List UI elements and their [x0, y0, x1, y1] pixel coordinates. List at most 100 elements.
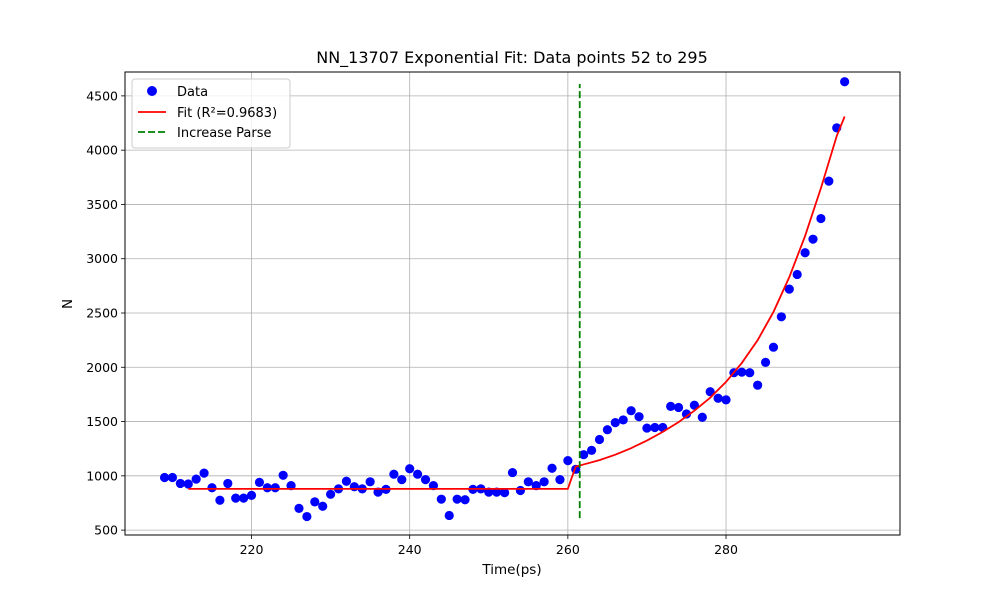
x-tick-label: 220 [240, 542, 264, 557]
data-point [824, 176, 834, 186]
data-point [681, 409, 692, 419]
plot-frame [124, 71, 901, 536]
data-point [231, 493, 241, 503]
data-point [760, 357, 771, 367]
chart-title: NN_13707 Exponential Fit: Data points 52… [316, 48, 708, 68]
data-point [183, 479, 193, 489]
data-point [159, 472, 170, 483]
legend-label-fit: Fit (R²=0.9683) [177, 106, 277, 121]
data-point [420, 475, 431, 485]
data-point [318, 501, 328, 511]
data-point [666, 401, 676, 411]
data-point [768, 342, 779, 352]
data-point [373, 487, 383, 497]
data-point [246, 490, 257, 500]
data-point [721, 395, 731, 405]
data-point [452, 494, 462, 504]
x-axis-label: Time(ps) [481, 562, 541, 578]
plot-area [159, 77, 850, 522]
data-point [294, 503, 304, 514]
data-point [492, 487, 502, 497]
fit-line [188, 116, 846, 490]
data-point [310, 497, 320, 507]
legend: Data Fit (R²=0.9683) Increase Parse [131, 78, 291, 149]
data-point [563, 456, 573, 466]
data-point [792, 269, 802, 280]
data-point [302, 511, 312, 522]
x-tick-label: 280 [714, 542, 738, 557]
y-tick-label: 3000 [86, 251, 118, 266]
data-point [507, 467, 518, 478]
data-point [531, 481, 541, 491]
data-point [586, 445, 597, 455]
data-point [784, 284, 794, 294]
x-tick-label: 240 [398, 542, 422, 557]
data-point [539, 477, 549, 487]
y-tick-label: 4500 [86, 88, 118, 103]
data-point [365, 477, 375, 487]
data-point [270, 483, 280, 493]
data-point [286, 481, 296, 491]
data-point [642, 423, 652, 433]
y-tick-label: 500 [94, 523, 118, 538]
y-tick-label: 2500 [86, 305, 118, 320]
grid [125, 72, 900, 535]
data-point [444, 510, 454, 521]
y-tick-label: 1000 [86, 468, 118, 483]
x-tick-label: 260 [556, 542, 580, 557]
data-point [705, 387, 715, 397]
data-point [397, 475, 407, 485]
data-point [167, 472, 178, 483]
data-point [626, 406, 636, 416]
data-point [555, 475, 565, 485]
data-point [602, 425, 612, 435]
legend-label-data: Data [177, 85, 208, 100]
y-tick-label: 2000 [86, 360, 118, 375]
data-point [191, 474, 201, 484]
legend-marker-data [147, 86, 157, 96]
data-point [460, 495, 470, 505]
data-point [484, 487, 494, 497]
data-point [223, 478, 233, 489]
data-point [800, 248, 810, 258]
data-point [215, 495, 225, 505]
data-point [326, 489, 336, 499]
data-point [547, 463, 557, 473]
data-point [349, 482, 359, 492]
data-point [278, 470, 288, 480]
y-axis-label: N [60, 299, 76, 309]
data-point [840, 77, 850, 87]
data-point [499, 488, 510, 498]
data-point [776, 312, 786, 322]
y-tick-label: 1500 [86, 414, 118, 429]
data-point [808, 234, 818, 244]
data-point [745, 368, 755, 378]
data-point [207, 483, 217, 493]
data-point [254, 477, 265, 487]
data-point [436, 494, 446, 504]
data-point [515, 485, 526, 496]
data-point [689, 400, 699, 410]
data-point [737, 367, 747, 377]
data-point [816, 213, 826, 224]
data-point [239, 493, 249, 503]
y-tick-label: 4000 [86, 143, 118, 158]
data-point [262, 483, 272, 493]
data-point [341, 476, 352, 486]
data-point [673, 402, 684, 413]
axes-ticks: 220 240 260 280 500 1000 1500 2000 2500 3000 3500 4… [86, 88, 738, 557]
data-point [594, 434, 605, 445]
data-point [697, 412, 707, 422]
data-point [428, 481, 439, 491]
data-point [199, 468, 209, 478]
data-point [753, 380, 763, 390]
legend-frame [131, 78, 291, 149]
y-tick-label: 3500 [86, 197, 118, 212]
data-point [413, 469, 423, 479]
data-point [650, 422, 660, 433]
data-point [523, 477, 533, 487]
data-point [579, 450, 589, 460]
data-point [618, 415, 628, 425]
data-point [634, 412, 644, 422]
